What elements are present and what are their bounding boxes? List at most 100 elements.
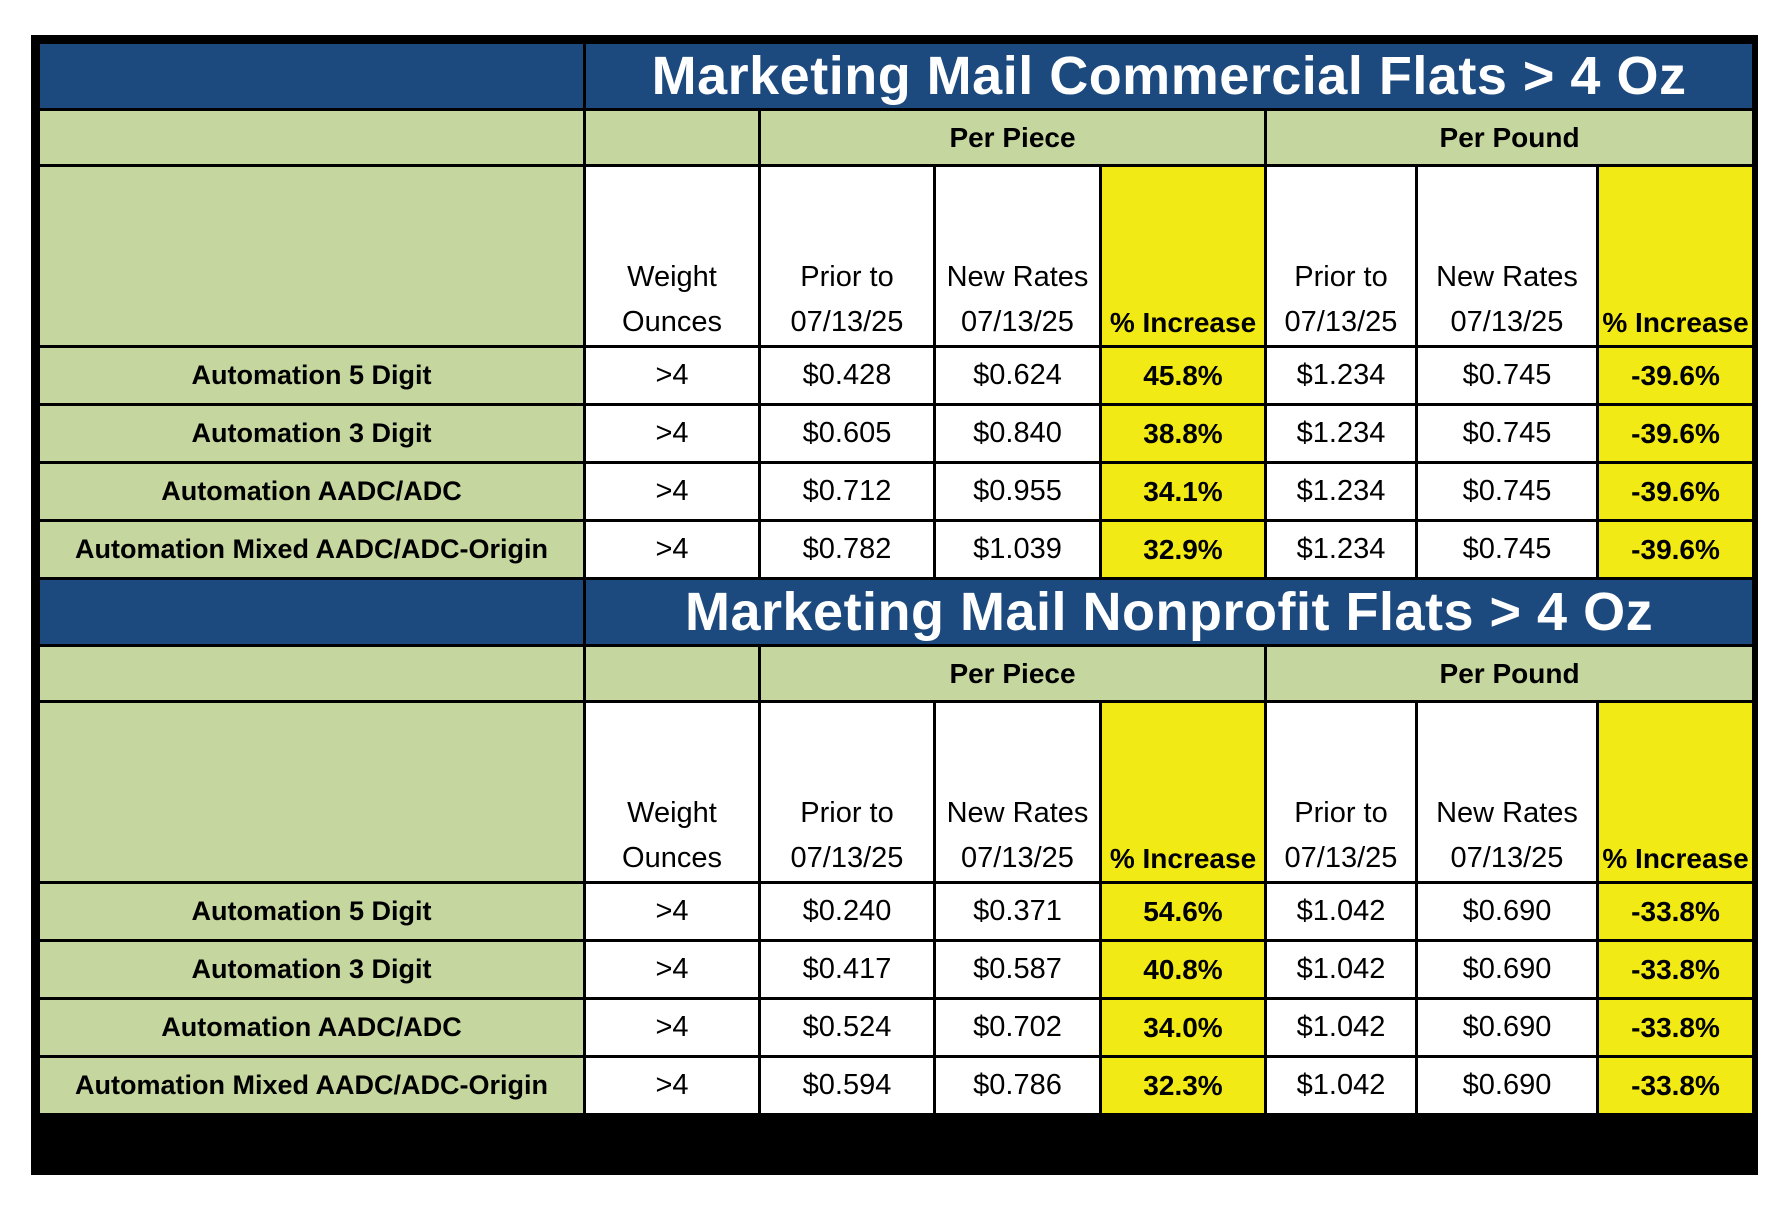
piece-pct-cell: 34.1% [1099,461,1267,522]
pound-pct-cell: -39.6% [1595,345,1756,406]
pound-new-header-line-2: 07/13/25 [1450,842,1564,874]
piece-prior-cell: $0.782 [758,519,936,580]
piece-new-header: New Rates 07/13/25 [933,700,1102,884]
piece-new-cell: $0.371 [933,881,1102,942]
piece-new-header-line-1: New Rates [946,797,1089,829]
weight-header-line-1: Weight [627,797,717,829]
row-label: Automation AADC/ADC [37,997,586,1058]
pound-pct-cell: -33.8% [1595,1055,1756,1116]
pound-new-header-line-1: New Rates [1436,797,1578,829]
weight-header: Weight Ounces [583,700,761,884]
weight-cell: >4 [583,519,761,580]
pound-prior-cell: $1.042 [1264,997,1418,1058]
table-row: Automation AADC/ADC >4 $0.712 $0.955 34.1% $1… [37,461,1756,522]
pound-prior-cell: $1.042 [1264,881,1418,942]
pound-pct-cell: -39.6% [1595,519,1756,580]
pound-prior-header-line-2: 07/13/25 [1284,842,1398,874]
piece-prior-cell: $0.594 [758,1055,936,1116]
section-title: Marketing Mail Nonprofit Flats > 4 Oz [582,577,1756,647]
piece-pct-cell: 32.9% [1099,519,1267,580]
piece-pct-cell: 38.8% [1099,403,1267,464]
weight-cell: >4 [583,345,761,406]
title-spacer [37,41,586,111]
group-spacer [37,108,586,167]
pound-pct-cell: -33.8% [1595,881,1756,942]
pound-pct-cell: -33.8% [1595,997,1756,1058]
piece-new-header-line-1: New Rates [946,261,1089,293]
piece-new-cell: $0.702 [933,997,1102,1058]
pound-prior-cell: $1.234 [1264,461,1418,522]
per-piece-header: Per Piece [758,644,1267,703]
weight-cell: >4 [583,461,761,522]
pound-prior-cell: $1.042 [1264,939,1418,1000]
piece-new-cell: $0.955 [933,461,1102,522]
weight-header-line-2: Ounces [622,306,722,338]
piece-pct-header: % Increase [1099,164,1267,348]
rate-tables-frame: Marketing Mail Commercial Flats > 4 Oz Pe… [31,35,1758,1175]
per-piece-header: Per Piece [758,108,1267,167]
piece-new-cell: $0.840 [933,403,1102,464]
piece-prior-header-line-1: Prior to [800,261,894,293]
per-pound-header: Per Pound [1263,108,1756,167]
pound-pct-header: % Increase [1595,164,1756,348]
row-label: Automation 5 Digit [37,881,586,942]
header-blank [37,164,586,348]
weight-header-line-2: Ounces [622,842,722,874]
pound-prior-header: Prior to 07/13/25 [1264,700,1418,884]
table-row: Automation 5 Digit >4 $0.428 $0.624 45.8% $1.… [37,345,1756,406]
section-title: Marketing Mail Commercial Flats > 4 Oz [582,41,1756,111]
weight-cell: >4 [583,997,761,1058]
group-spacer-weight [583,644,761,703]
piece-new-cell: $0.624 [933,345,1102,406]
group-header-row: Per Piece Per Pound [37,108,1756,167]
pound-prior-header-line-1: Prior to [1294,261,1388,293]
pound-pct-cell: -39.6% [1595,403,1756,464]
group-spacer [37,644,586,703]
piece-pct-cell: 32.3% [1099,1055,1267,1116]
table-row: Automation Mixed AADC/ADC-Origin >4 $0.782… [37,519,1756,580]
rate-tables: Marketing Mail Commercial Flats > 4 Oz Pe… [37,41,1756,1116]
weight-cell: >4 [583,881,761,942]
piece-new-header: New Rates 07/13/25 [933,164,1102,348]
pound-prior-header-line-2: 07/13/25 [1284,306,1398,338]
pound-new-cell: $0.745 [1415,345,1599,406]
pound-prior-cell: $1.042 [1264,1055,1418,1116]
row-label: Automation Mixed AADC/ADC-Origin [37,1055,586,1116]
pound-prior-cell: $1.234 [1264,403,1418,464]
group-spacer-weight [583,108,761,167]
piece-prior-header-line-1: Prior to [800,797,894,829]
piece-prior-header-line-2: 07/13/25 [790,306,904,338]
pound-prior-cell: $1.234 [1264,345,1418,406]
pound-pct-cell: -33.8% [1595,939,1756,1000]
pound-new-header-line-1: New Rates [1436,261,1578,293]
section-title-row: Marketing Mail Commercial Flats > 4 Oz [37,41,1756,111]
rate-table-body: Marketing Mail Commercial Flats > 4 Oz Pe… [37,41,1756,1116]
pound-prior-header: Prior to 07/13/25 [1264,164,1418,348]
piece-pct-cell: 40.8% [1099,939,1267,1000]
pound-new-cell: $0.690 [1415,939,1599,1000]
pound-new-cell: $0.690 [1415,997,1599,1058]
table-row: Automation 5 Digit >4 $0.240 $0.371 54.6% $1.… [37,881,1756,942]
pound-new-cell: $0.690 [1415,1055,1599,1116]
table-row: Automation AADC/ADC >4 $0.524 $0.702 34.0% $1… [37,997,1756,1058]
piece-prior-cell: $0.524 [758,997,936,1058]
piece-prior-cell: $0.428 [758,345,936,406]
pound-pct-header: % Increase [1595,700,1756,884]
row-label: Automation 3 Digit [37,403,586,464]
piece-prior-cell: $0.605 [758,403,936,464]
piece-new-header-line-2: 07/13/25 [961,306,1074,338]
piece-pct-cell: 54.6% [1099,881,1267,942]
piece-pct-cell: 45.8% [1099,345,1267,406]
piece-prior-cell: $0.417 [758,939,936,1000]
table-row: Automation Mixed AADC/ADC-Origin >4 $0.594… [37,1055,1756,1116]
piece-prior-header: Prior to 07/13/25 [758,700,936,884]
group-header-row: Per Piece Per Pound [37,644,1756,703]
header-blank [37,700,586,884]
piece-new-cell: $0.786 [933,1055,1102,1116]
row-label: Automation 3 Digit [37,939,586,1000]
table-row: Automation 3 Digit >4 $0.605 $0.840 38.8% $1.… [37,403,1756,464]
section-title-row: Marketing Mail Nonprofit Flats > 4 Oz [37,577,1756,647]
piece-prior-header-line-2: 07/13/25 [790,842,904,874]
row-label: Automation Mixed AADC/ADC-Origin [37,519,586,580]
per-pound-header: Per Pound [1263,644,1756,703]
